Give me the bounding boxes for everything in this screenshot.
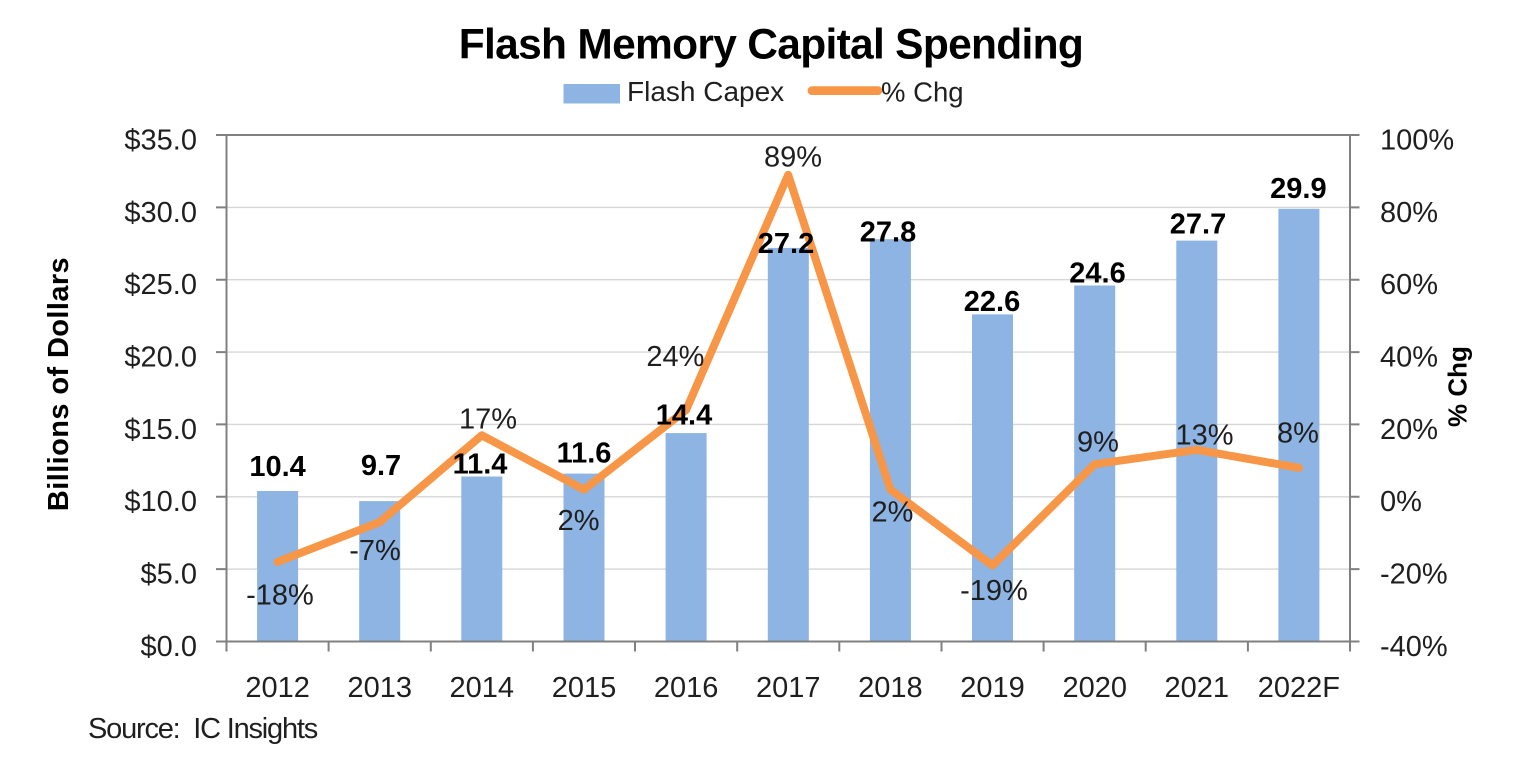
svg-text:2%: 2% <box>558 505 600 537</box>
svg-text:27.2: 27.2 <box>758 228 814 260</box>
svg-text:-19%: -19% <box>960 575 1028 607</box>
svg-text:27.7: 27.7 <box>1170 208 1226 240</box>
svg-text:Flash Memory Capital Spending: Flash Memory Capital Spending <box>459 22 1083 69</box>
svg-text:14.4: 14.4 <box>656 399 712 431</box>
svg-text:2022F: 2022F <box>1258 672 1340 704</box>
svg-text:27.8: 27.8 <box>860 217 916 249</box>
svg-text:24%: 24% <box>646 341 704 373</box>
svg-text:11.4: 11.4 <box>453 449 508 481</box>
svg-text:$0.0: $0.0 <box>141 631 197 663</box>
svg-text:17%: 17% <box>459 403 517 435</box>
svg-text:29.9: 29.9 <box>1270 173 1326 205</box>
svg-text:Source: IC Insights: Source: IC Insights <box>88 713 318 745</box>
svg-text:-18%: -18% <box>246 580 314 612</box>
svg-text:-20%: -20% <box>1380 559 1448 591</box>
svg-text:2014: 2014 <box>450 672 515 704</box>
svg-text:60%: 60% <box>1380 269 1438 301</box>
svg-text:89%: 89% <box>764 142 822 174</box>
svg-text:2%: 2% <box>872 497 914 529</box>
svg-text:20%: 20% <box>1380 414 1438 446</box>
svg-text:100%: 100% <box>1380 124 1454 156</box>
svg-text:24.6: 24.6 <box>1069 258 1125 290</box>
svg-text:9%: 9% <box>1077 427 1119 459</box>
svg-text:-7%: -7% <box>349 535 401 567</box>
svg-text:2012: 2012 <box>245 672 310 704</box>
svg-text:22.6: 22.6 <box>964 286 1020 318</box>
svg-text:$35.0: $35.0 <box>124 124 197 156</box>
svg-text:$10.0: $10.0 <box>124 486 197 518</box>
svg-text:$25.0: $25.0 <box>124 269 197 301</box>
svg-text:$30.0: $30.0 <box>124 197 197 229</box>
svg-text:2017: 2017 <box>756 672 821 704</box>
svg-text:$20.0: $20.0 <box>124 342 197 374</box>
svg-text:2021: 2021 <box>1165 672 1230 704</box>
svg-text:2013: 2013 <box>347 672 412 704</box>
svg-text:11.6: 11.6 <box>557 438 612 470</box>
svg-text:$5.0: $5.0 <box>141 559 197 591</box>
svg-text:2019: 2019 <box>960 672 1025 704</box>
svg-text:% Chg: % Chg <box>881 77 964 108</box>
svg-text:$15.0: $15.0 <box>124 414 197 446</box>
svg-text:8%: 8% <box>1277 418 1319 450</box>
svg-text:13%: 13% <box>1175 420 1233 452</box>
svg-text:Billions of Dollars: Billions of Dollars <box>43 257 75 511</box>
svg-text:80%: 80% <box>1380 197 1438 229</box>
svg-text:Flash Capex: Flash Capex <box>627 76 784 107</box>
svg-text:2020: 2020 <box>1062 672 1127 704</box>
svg-text:2018: 2018 <box>858 672 923 704</box>
svg-text:-40%: -40% <box>1380 631 1448 663</box>
svg-text:2016: 2016 <box>654 672 719 704</box>
svg-text:% Chg: % Chg <box>1443 346 1473 427</box>
svg-text:9.7: 9.7 <box>361 450 401 482</box>
svg-text:0%: 0% <box>1380 486 1422 518</box>
svg-text:10.4: 10.4 <box>249 451 305 483</box>
svg-text:2015: 2015 <box>552 672 617 704</box>
svg-text:40%: 40% <box>1380 342 1438 374</box>
